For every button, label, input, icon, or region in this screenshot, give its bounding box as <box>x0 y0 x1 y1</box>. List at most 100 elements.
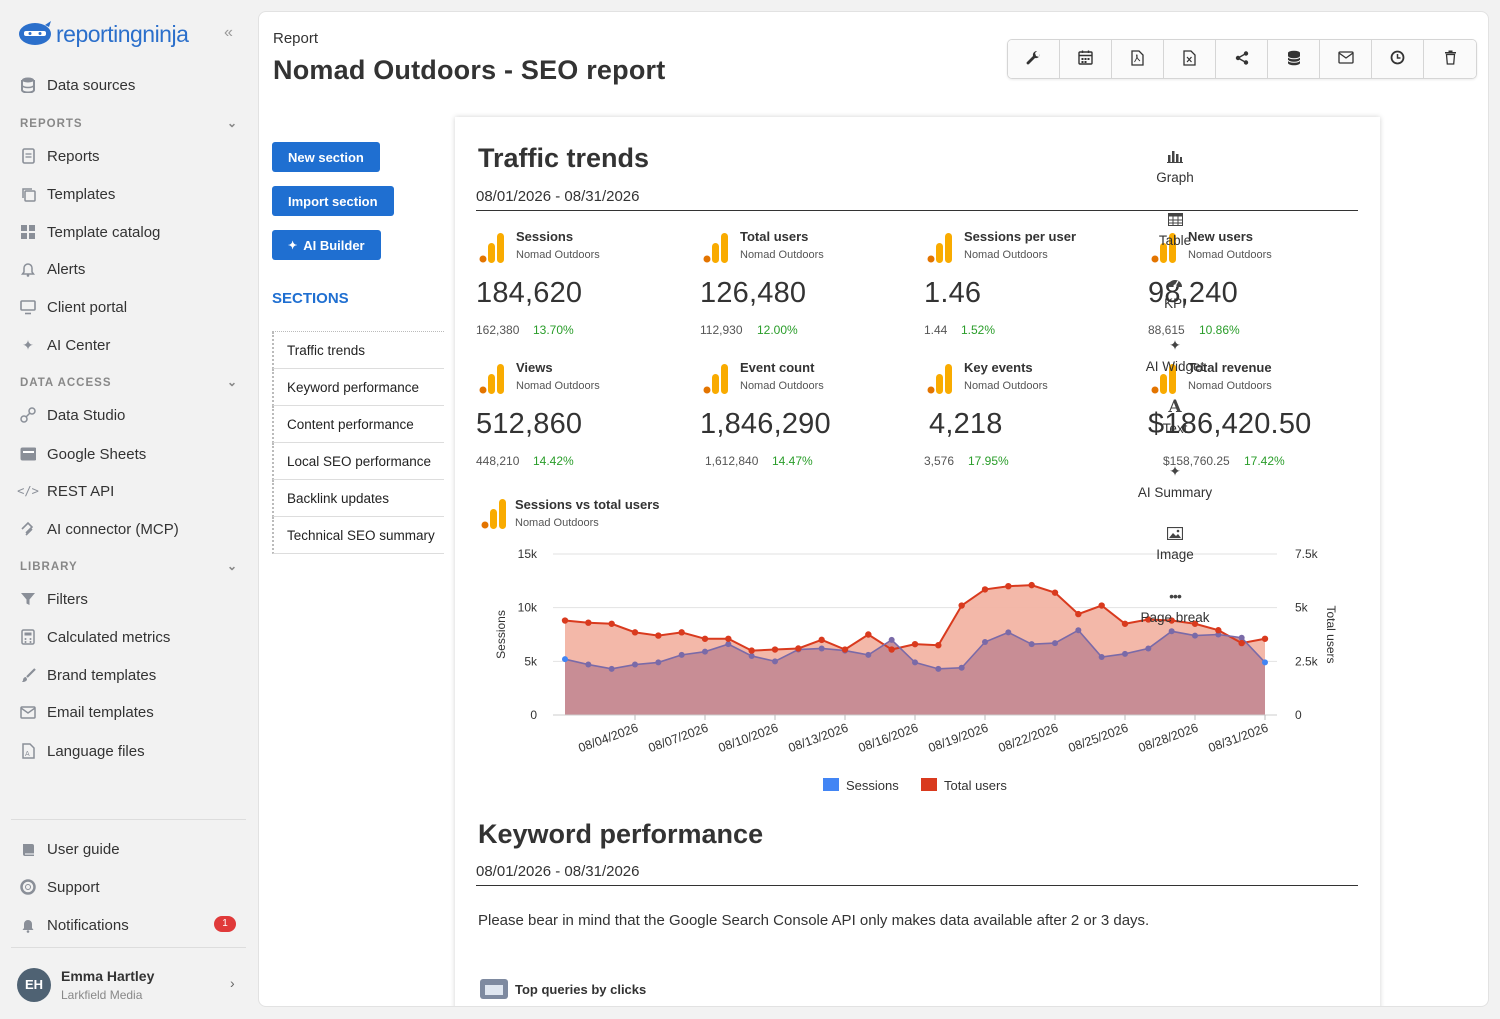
widget-table[interactable]: Table <box>1131 209 1219 248</box>
x-tick-label: 08/04/2026 <box>576 721 640 756</box>
total-users-point <box>1261 635 1269 642</box>
schedule-button[interactable] <box>1372 40 1424 78</box>
widget-ai-widget[interactable]: ✦ AI Widget <box>1131 335 1219 375</box>
total-users-point <box>1028 581 1035 589</box>
sidebar-item-alerts[interactable]: Alerts <box>20 258 85 280</box>
sidebar-item-user-guide[interactable]: User guide <box>20 838 120 860</box>
kpi-card[interactable]: Sessions Nomad Outdoors 184,620 162,380 13.7… <box>476 229 691 349</box>
sidebar-item-ai-center[interactable]: ✦ AI Center <box>20 334 110 356</box>
kpi-card[interactable]: Total users Nomad Outdoors 126,480 112,930 1… <box>700 229 915 349</box>
sidebar-item-data-studio[interactable]: Data Studio <box>20 404 125 426</box>
sidebar-item-notifications[interactable]: Notifications <box>20 914 129 936</box>
sidebar-item-data-sources[interactable]: Data sources <box>20 74 135 96</box>
chevron-down-icon[interactable]: ⌄ <box>226 559 238 573</box>
widget-image[interactable]: Image <box>1131 523 1219 562</box>
widget-text[interactable]: A Text <box>1131 397 1219 436</box>
share-button[interactable] <box>1216 40 1268 78</box>
import-section-button[interactable]: Import section <box>272 186 394 216</box>
sidebar-item-ai-connector[interactable]: AI connector (MCP) <box>20 518 179 540</box>
logo[interactable]: reportingninja <box>18 18 189 51</box>
section-title-keyword[interactable]: Keyword performance <box>478 819 764 849</box>
sidebar-item-templates[interactable]: Templates <box>20 183 115 205</box>
widget-kpi[interactable]: KPI <box>1131 272 1219 311</box>
sidebar-item-label: Notifications <box>47 916 129 934</box>
sidebar-item-rest-api[interactable]: </> REST API <box>17 480 114 502</box>
sidebar-item-label: Template catalog <box>47 223 161 241</box>
widget-graph[interactable]: Graph <box>1131 146 1219 185</box>
sidebar-item-brand-templates[interactable]: Brand templates <box>20 664 156 686</box>
sessions-vs-users-chart[interactable]: 0 5k 10k 15k 0 2.5k 5k 7.5k Sessions Total users 0… <box>455 537 1380 817</box>
kpi-card[interactable]: Key events Nomad Outdoors 4,218 3,576 17.95% <box>924 360 1139 480</box>
sparkle-icon: ✦ <box>288 239 298 252</box>
total-users-point <box>1191 620 1199 627</box>
export-excel-button[interactable] <box>1164 40 1216 78</box>
sidebar-item-language-files[interactable]: A Language files <box>20 740 145 762</box>
sessions-point <box>818 645 825 652</box>
section-title-traffic[interactable]: Traffic trends <box>478 143 650 173</box>
section-item-technical-seo[interactable]: Technical SEO summary <box>272 517 444 554</box>
breadcrumb[interactable]: Report <box>273 30 319 47</box>
google-analytics-icon <box>1151 233 1177 268</box>
section-item-content-performance[interactable]: Content performance <box>272 406 444 443</box>
total-users-point <box>678 629 685 636</box>
sidebar-item-client-portal[interactable]: Client portal <box>20 296 127 318</box>
export-pdf-button[interactable] <box>1112 40 1164 78</box>
code-icon: </> <box>17 484 39 498</box>
reports-section-header[interactable]: REPORTS ⌄ <box>20 116 238 130</box>
widget-page-break[interactable]: ••• Page break <box>1131 586 1219 625</box>
data-access-section-header[interactable]: DATA ACCESS ⌄ <box>20 375 238 389</box>
sidebar-item-email-templates[interactable]: Email templates <box>20 701 154 723</box>
kpi-card[interactable]: New users Nomad Outdoors 98,240 88,615 10.86… <box>1148 229 1363 349</box>
date-range-button[interactable] <box>1060 40 1112 78</box>
bell-icon <box>20 261 36 277</box>
user-org: Larkfield Media <box>61 988 143 1002</box>
section-item-local-seo[interactable]: Local SEO performance <box>272 443 444 480</box>
delete-button[interactable] <box>1424 40 1476 78</box>
new-section-button[interactable]: New section <box>272 142 380 172</box>
sidebar-item-calculated-metrics[interactable]: Calculated metrics <box>20 626 170 648</box>
kpi-card[interactable]: Event count Nomad Outdoors 1,846,290 1,612,… <box>700 360 915 480</box>
sessions-point <box>748 652 755 659</box>
user-name[interactable]: Emma Hartley <box>61 968 155 984</box>
section-item-traffic-trends[interactable]: Traffic trends <box>272 332 444 369</box>
sidebar-item-filters[interactable]: Filters <box>20 588 88 610</box>
avatar[interactable]: EH <box>17 968 51 1002</box>
google-analytics-icon <box>479 233 505 268</box>
kpi-card[interactable]: Sessions per user Nomad Outdoors 1.46 1.44 1… <box>924 229 1139 349</box>
chevron-down-icon[interactable]: ⌄ <box>226 116 238 130</box>
collapse-sidebar-icon[interactable]: « <box>224 24 233 41</box>
chevron-right-icon[interactable]: › <box>230 975 235 991</box>
clock-icon <box>1390 50 1405 70</box>
kpi-card[interactable]: Total revenue Nomad Outdoors $186,420.50 $1… <box>1148 360 1363 480</box>
x-tick-label: 08/13/2026 <box>786 721 850 756</box>
kpi-card[interactable]: Views Nomad Outdoors 512,860 448,210 14.42% <box>476 360 691 480</box>
sidebar-item-label: Filters <box>47 590 88 608</box>
section-item-keyword-performance[interactable]: Keyword performance <box>272 369 444 406</box>
share-icon <box>1235 50 1249 70</box>
sidebar-item-label: User guide <box>47 840 120 858</box>
sidebar-item-google-sheets[interactable]: Google Sheets <box>20 443 146 465</box>
sidebar-item-label: Data sources <box>47 76 136 94</box>
email-button[interactable] <box>1320 40 1372 78</box>
total-users-point <box>865 631 872 638</box>
library-section-header[interactable]: LIBRARY ⌄ <box>20 559 238 573</box>
sidebar-item-support[interactable]: Support <box>20 876 100 898</box>
total-users-point <box>655 632 662 639</box>
total-users-point <box>1005 583 1012 590</box>
sidebar-item-template-catalog[interactable]: Template catalog <box>20 221 160 243</box>
sidebar-item-label: Language files <box>47 742 145 760</box>
language-icon: A <box>20 743 36 759</box>
report-toolbar <box>1007 39 1477 79</box>
chevron-down-icon[interactable]: ⌄ <box>226 375 238 389</box>
sidebar-item-reports[interactable]: Reports <box>20 145 100 167</box>
sessions-point <box>1098 654 1105 661</box>
settings-button[interactable] <box>1008 40 1060 78</box>
sessions-point <box>935 665 942 672</box>
ai-builder-button[interactable]: ✦ AI Builder <box>272 230 381 260</box>
section-item-backlink-updates[interactable]: Backlink updates <box>272 480 444 517</box>
sidebar-item-label: Email templates <box>47 703 154 721</box>
sheets-icon <box>20 446 36 462</box>
envelope-icon <box>1337 51 1354 69</box>
widget-ai-summary[interactable]: ✦ AI Summary <box>1131 461 1219 501</box>
data-sources-button[interactable] <box>1268 40 1320 78</box>
